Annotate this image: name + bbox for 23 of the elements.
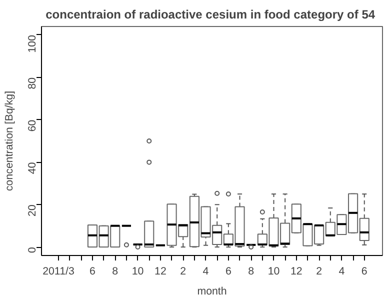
y-tick-label: 80 — [26, 77, 38, 90]
x-tick-label: 4 — [338, 266, 345, 278]
x-axis-title: month — [197, 286, 227, 298]
x-tick-label: 6 — [225, 266, 232, 278]
x-tick-label: 2 — [316, 266, 322, 278]
chart-title: concentraion of radioactive cesium in food category of 54 — [46, 8, 376, 22]
x-tick-label: 6 — [361, 266, 368, 278]
x-tick-label: 12 — [154, 266, 166, 278]
x-tick-label: 12 — [290, 266, 302, 278]
y-tick-label: 0 — [26, 246, 38, 253]
x-tick-label: 10 — [268, 266, 280, 278]
x-tick-label: 8 — [248, 266, 254, 278]
x-tick-label: 8 — [112, 266, 118, 278]
y-tick-label: 100 — [26, 34, 38, 53]
y-tick-label: 20 — [26, 204, 38, 216]
x-tick-label: 6 — [90, 266, 96, 278]
y-tick-label: 40 — [26, 162, 38, 174]
y-axis-title: concentration [Bq/kg] — [4, 90, 16, 192]
x-tick-label: 2 — [180, 266, 186, 278]
x-tick-label: 2011/3 — [42, 266, 74, 278]
x-tick-label: 10 — [132, 266, 144, 278]
y-tick-label: 60 — [26, 120, 38, 132]
x-tick-label: 4 — [202, 266, 209, 278]
